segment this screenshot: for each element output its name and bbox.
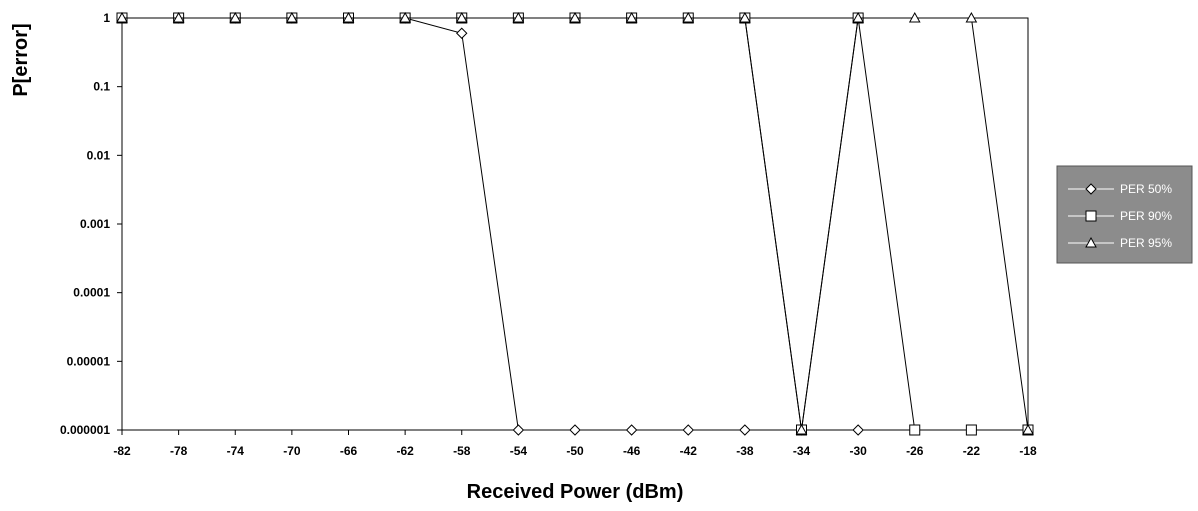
y-tick-label: 0.001	[80, 217, 110, 231]
y-tick-label: 1	[103, 11, 110, 25]
x-axis: -82 -78 -74 -70 -66 -62 -58 -54 -50 -46 -42 -38 -34 -…	[113, 430, 1037, 458]
x-tick-label: -66	[340, 444, 358, 458]
legend-label: PER 90%	[1120, 209, 1172, 223]
legend-label: PER 50%	[1120, 182, 1172, 196]
data-point-triangle	[795, 423, 808, 435]
y-axis-title: P[error]	[10, 23, 32, 96]
y-axis: 1 0.1 0.01 0.001 0.0001 0.00001 0.000001	[60, 11, 122, 437]
data-point-square	[909, 424, 921, 436]
y-tick-label: 0.0001	[73, 286, 110, 300]
data-point-triangle	[512, 11, 525, 23]
data-point-triangle	[682, 11, 695, 23]
legend-marker-diamond	[1085, 183, 1097, 195]
x-tick-label: -74	[227, 444, 245, 458]
series-triangle	[116, 11, 1034, 435]
data-point-diamond	[456, 27, 468, 39]
x-tick-label: -18	[1019, 444, 1037, 458]
legend-marker-square	[1085, 210, 1097, 222]
data-point-triangle	[229, 11, 242, 23]
data-point-diamond	[682, 424, 694, 436]
legend: PER 50% PER 90% PER 95%	[1056, 165, 1193, 264]
data-point-diamond	[852, 424, 864, 436]
data-point-triangle	[852, 11, 864, 23]
y-tick-label: 0.000001	[60, 423, 110, 437]
data-point-triangle	[965, 11, 978, 23]
legend-marker-triangle	[1085, 236, 1097, 248]
x-tick-label: -50	[566, 444, 584, 458]
data-point-diamond	[625, 424, 638, 436]
data-point-triangle	[172, 11, 185, 23]
y-tick-label: 0.00001	[67, 354, 111, 368]
y-tick-label: 0.1	[93, 80, 110, 94]
x-tick-label: -62	[396, 444, 414, 458]
x-tick-label: -26	[906, 444, 924, 458]
x-tick-label: -30	[849, 444, 867, 458]
data-point-triangle	[342, 11, 355, 23]
y-tick-label: 0.01	[87, 148, 111, 162]
x-tick-label: -54	[510, 444, 528, 458]
x-tick-label: -22	[963, 444, 981, 458]
data-point-diamond	[739, 424, 751, 436]
data-point-triangle	[286, 11, 298, 23]
legend-box	[1056, 165, 1193, 264]
x-axis-title: Received Power (dBm)	[467, 481, 684, 503]
data-point-square	[965, 424, 977, 436]
x-tick-label: -38	[736, 444, 754, 458]
data-point-triangle	[116, 11, 128, 23]
data-point-triangle	[455, 11, 468, 23]
x-tick-label: -34	[793, 444, 811, 458]
x-tick-label: -82	[113, 444, 131, 458]
x-tick-label: -70	[283, 444, 301, 458]
data-point-diamond	[512, 424, 525, 436]
data-point-diamond	[569, 424, 581, 436]
x-tick-label: -58	[453, 444, 471, 458]
x-tick-label: -78	[170, 444, 188, 458]
series-layer	[116, 11, 1034, 436]
data-point-triangle	[569, 11, 581, 23]
data-point-triangle	[739, 11, 751, 23]
data-point-triangle	[1022, 423, 1034, 435]
x-tick-label: -46	[623, 444, 641, 458]
plot-area	[121, 17, 1029, 431]
legend-label: PER 95%	[1120, 236, 1172, 250]
data-point-triangle	[625, 11, 638, 23]
data-point-triangle	[908, 11, 921, 23]
data-point-triangle	[399, 11, 411, 23]
x-tick-label: -42	[680, 444, 698, 458]
